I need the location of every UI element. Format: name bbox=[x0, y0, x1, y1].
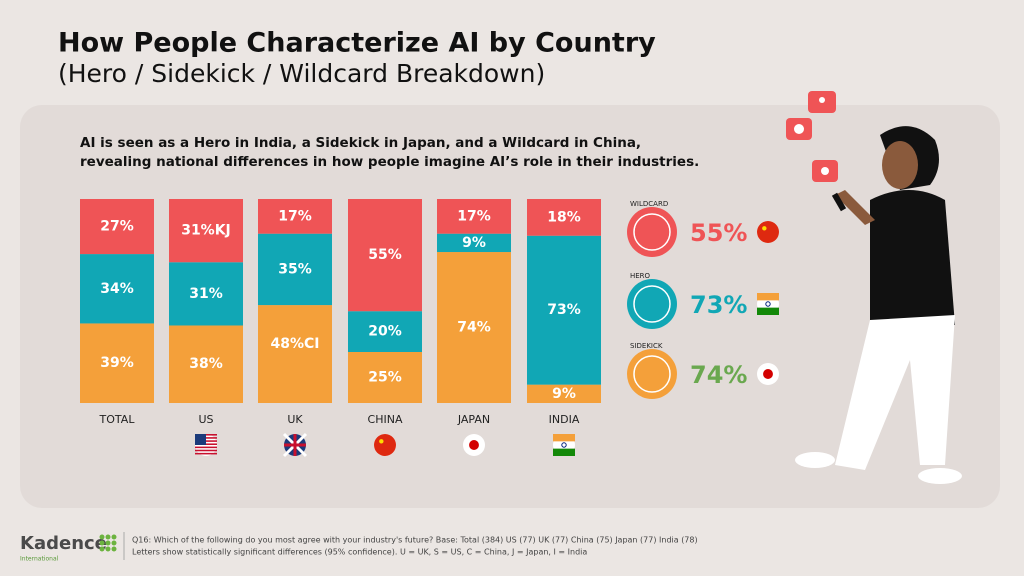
footer: Kadence International Q16: Which of the … bbox=[20, 532, 698, 563]
bar-segment bbox=[169, 199, 243, 263]
headline: AI is seen as a Hero in India, a Sidekic… bbox=[80, 135, 641, 151]
value-label: 20% bbox=[368, 324, 402, 340]
title: How People Characterize AI by Country bbox=[58, 28, 656, 59]
legend-label: WILDCARD bbox=[630, 200, 668, 208]
headline: revealing national differences in how pe… bbox=[80, 154, 699, 170]
flag-canton bbox=[195, 434, 206, 445]
value-label: 25% bbox=[368, 370, 402, 386]
bar-segment bbox=[80, 323, 154, 403]
flag bbox=[553, 434, 575, 456]
bar-segment bbox=[348, 311, 422, 352]
flag-stripe bbox=[195, 452, 217, 455]
legend-icon-ring bbox=[633, 213, 671, 251]
value-label: 17% bbox=[278, 208, 312, 224]
bar-segment bbox=[169, 325, 243, 403]
footnote: Letters show statistically significant d… bbox=[132, 548, 587, 557]
value-label: 31% bbox=[189, 286, 223, 302]
flag-stripe bbox=[195, 446, 217, 449]
flag bbox=[757, 293, 779, 315]
flag-field bbox=[757, 221, 779, 243]
flag bbox=[757, 221, 779, 243]
flag bbox=[282, 432, 308, 458]
bar-segment bbox=[80, 199, 154, 255]
flag-field bbox=[374, 434, 396, 456]
legend-label: SIDEKICK bbox=[630, 342, 663, 350]
flag bbox=[195, 434, 217, 456]
flag bbox=[463, 434, 485, 456]
legend-icon-ring bbox=[633, 355, 671, 393]
x-tick-label: UK bbox=[287, 413, 303, 426]
bar-segment bbox=[169, 262, 243, 326]
value-label: 27% bbox=[100, 219, 134, 235]
flag-star bbox=[762, 226, 767, 231]
flag-stripe bbox=[195, 449, 217, 452]
flag-cross bbox=[284, 434, 306, 456]
value-label: 31%KJ bbox=[181, 223, 231, 239]
subtitle: (Hero / Sidekick / Wildcard Breakdown) bbox=[58, 59, 545, 88]
bar-segment bbox=[527, 235, 601, 385]
flag-wheel bbox=[561, 442, 567, 448]
bar-segment bbox=[348, 199, 422, 312]
value-label: 17% bbox=[457, 208, 491, 224]
bar-segment bbox=[258, 233, 332, 306]
flag-dot bbox=[469, 440, 479, 450]
logo: Kadence bbox=[20, 533, 107, 554]
flag-star bbox=[379, 439, 384, 444]
value-label: 39% bbox=[100, 355, 134, 371]
flag-dot bbox=[763, 369, 773, 379]
value-label: 9% bbox=[462, 235, 486, 251]
bar-segment bbox=[348, 352, 422, 403]
bar-segment bbox=[437, 199, 511, 234]
logo-tagline: International bbox=[20, 556, 59, 563]
value-label: 48%CI bbox=[271, 336, 320, 352]
illustration bbox=[786, 91, 962, 484]
flag bbox=[374, 434, 396, 456]
value-label: 38% bbox=[189, 356, 223, 372]
bar-segment bbox=[258, 199, 332, 234]
highlight-value: 73% bbox=[690, 291, 747, 319]
value-label: 73% bbox=[547, 302, 581, 318]
x-tick-label: JAPAN bbox=[457, 413, 490, 426]
value-label: 74% bbox=[457, 320, 491, 336]
value-label: 18% bbox=[547, 209, 581, 225]
flag-wheel bbox=[765, 301, 771, 307]
value-label: 34% bbox=[100, 281, 134, 297]
x-tick-label: TOTAL bbox=[99, 413, 136, 426]
bar-segment bbox=[258, 305, 332, 403]
bar-segment bbox=[437, 252, 511, 403]
legend-icon-ring bbox=[633, 285, 671, 323]
bar-segment bbox=[80, 254, 154, 324]
highlight-value: 74% bbox=[690, 361, 747, 389]
value-label: 9% bbox=[552, 386, 576, 402]
highlight-value: 55% bbox=[690, 219, 747, 247]
flag-band bbox=[553, 448, 575, 456]
flag-band bbox=[757, 293, 779, 301]
value-label: 55% bbox=[368, 247, 402, 263]
value-label: 35% bbox=[278, 261, 312, 277]
x-tick-label: US bbox=[198, 413, 213, 426]
bar-segment bbox=[527, 199, 601, 236]
bar-segment bbox=[527, 384, 601, 403]
flag-band bbox=[553, 434, 575, 442]
x-tick-label: CHINA bbox=[368, 413, 403, 426]
x-tick-label: INDIA bbox=[549, 413, 580, 426]
legend-label: HERO bbox=[630, 272, 651, 280]
bar-segment bbox=[437, 233, 511, 253]
flag-band bbox=[757, 307, 779, 315]
flag bbox=[757, 363, 779, 385]
footnote: Q16: Which of the following do you most … bbox=[132, 536, 698, 545]
